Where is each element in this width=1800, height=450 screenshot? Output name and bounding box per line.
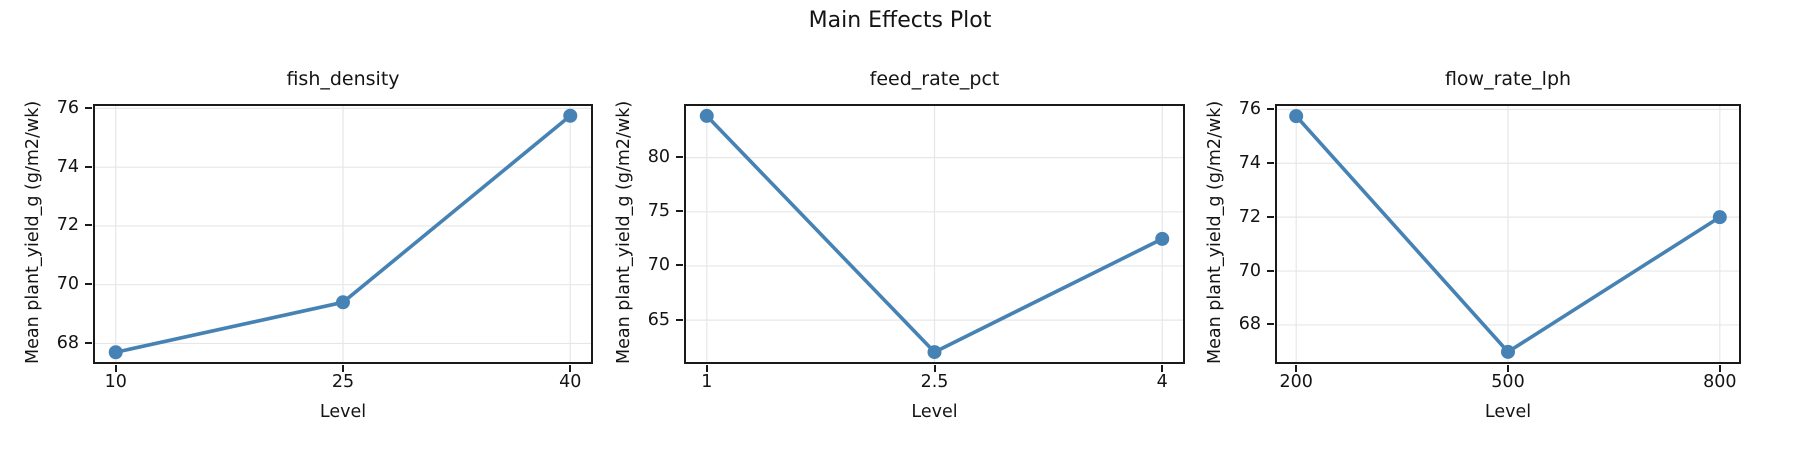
x-tick-label: 800 <box>1703 372 1737 392</box>
data-point <box>1289 108 1304 123</box>
plot-area-flow_rate_lph <box>1275 103 1741 364</box>
x-tick-label: 40 <box>559 372 582 392</box>
y-tick-label: 74 <box>1238 152 1261 173</box>
y-tick-label: 68 <box>56 332 79 353</box>
y-tick <box>85 224 92 227</box>
x-tick <box>342 364 344 372</box>
subplot-title-fish_density: fish_density <box>286 68 400 90</box>
y-tick-label: 70 <box>647 255 670 276</box>
x-tick-label: 25 <box>331 372 355 392</box>
data-point <box>336 294 350 309</box>
y-tick <box>1267 269 1274 272</box>
y-tick <box>1267 215 1274 218</box>
y-tick <box>85 106 92 109</box>
plot-area-feed_rate_pct <box>684 103 1185 364</box>
y-tick-label: 72 <box>1238 206 1261 227</box>
x-tick <box>1507 364 1509 372</box>
x-tick <box>1161 364 1164 372</box>
y-tick-label: 80 <box>647 147 670 168</box>
subplot-title-flow_rate_lph: flow_rate_lph <box>1444 68 1572 90</box>
y-tick-label: 74 <box>56 156 79 177</box>
data-point <box>1155 231 1170 246</box>
data-point <box>1501 344 1515 359</box>
y-tick <box>1267 323 1274 326</box>
y-tick <box>676 210 683 213</box>
y-tick <box>676 156 683 159</box>
y-tick-label: 76 <box>56 97 79 118</box>
data-point <box>699 108 714 123</box>
x-axis-label: Level <box>319 402 367 422</box>
y-tick <box>85 341 92 344</box>
figure-title: Main Effects Plot <box>808 8 992 33</box>
y-tick <box>1267 161 1274 164</box>
x-tick-label: 2.5 <box>920 372 949 392</box>
data-point <box>108 344 123 359</box>
x-tick-label: 4 <box>1156 372 1168 392</box>
data-point <box>563 108 578 123</box>
x-tick <box>114 364 117 372</box>
plot-canvas <box>95 105 591 362</box>
y-tick <box>676 264 683 267</box>
y-tick-label: 70 <box>56 274 79 295</box>
x-tick-label: 200 <box>1279 372 1313 392</box>
plot-canvas <box>1277 105 1739 362</box>
x-tick-label: 1 <box>701 372 713 392</box>
plot-area-fish_density <box>93 103 593 364</box>
y-axis-label: Mean plant_yield_g (g/m2/wk) <box>1205 100 1225 364</box>
y-axis-label: Mean plant_yield_g (g/m2/wk) <box>23 100 43 364</box>
y-tick-label: 68 <box>1238 314 1261 335</box>
x-tick <box>1718 364 1721 372</box>
subplot-title-feed_rate_pct: feed_rate_pct <box>869 68 1000 90</box>
plot-canvas <box>686 105 1183 362</box>
x-axis-label: Level <box>1484 402 1532 422</box>
x-tick-label: 10 <box>104 372 127 392</box>
data-point <box>927 344 942 359</box>
y-tick <box>1267 107 1274 110</box>
y-tick-label: 72 <box>56 215 79 236</box>
y-tick-label: 76 <box>1238 98 1261 119</box>
x-tick <box>933 364 936 372</box>
y-tick-label: 65 <box>647 309 670 330</box>
y-tick <box>85 165 92 168</box>
y-tick <box>85 283 92 286</box>
y-axis-label: Mean plant_yield_g (g/m2/wk) <box>614 100 634 364</box>
data-point <box>1712 209 1727 224</box>
y-tick-label: 70 <box>1238 260 1261 281</box>
x-tick <box>569 364 572 372</box>
y-tick-label: 75 <box>647 201 670 222</box>
x-axis-label: Level <box>911 402 958 422</box>
y-tick <box>676 318 683 321</box>
x-tick <box>1295 364 1298 372</box>
x-tick <box>705 364 708 372</box>
x-tick-label: 500 <box>1491 372 1525 392</box>
